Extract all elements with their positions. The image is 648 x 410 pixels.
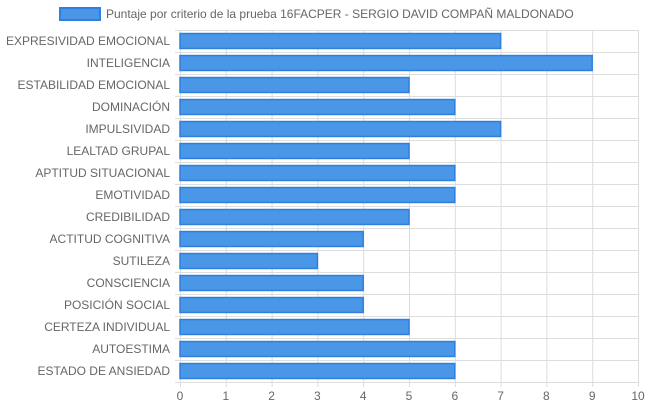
bar[interactable] [179,76,410,94]
bar[interactable] [179,186,456,204]
legend-swatch [59,7,101,21]
y-tick-label: ESTADO DE ANSIEDAD [38,364,171,378]
x-tick-label: 9 [589,389,596,403]
y-tick-label: AUTOESTIMA [92,342,170,356]
y-tick-label: EXPRESIVIDAD EMOCIONAL [6,34,170,48]
x-tick-label: 4 [360,389,367,403]
y-tick-label: POSICIÓN SOCIAL [64,297,170,312]
x-tick-label: 0 [177,389,184,403]
bar[interactable] [179,142,410,160]
x-tick-label: 7 [497,389,504,403]
legend[interactable]: Puntaje por criterio de la prueba 16FACP… [59,7,574,21]
y-tick-label: SUTILEZA [113,254,170,268]
x-tick-label: 10 [631,389,645,403]
y-tick-label: DOMINACIÓN [92,99,170,114]
bar[interactable] [179,208,410,226]
y-tick-label: CERTEZA INDIVIDUAL [44,320,170,334]
y-tick-label: INTELIGENCIA [87,56,170,70]
x-tick-label: 2 [268,389,275,403]
bar[interactable] [179,98,456,116]
bar[interactable] [179,32,502,50]
y-tick-label: APTITUD SITUACIONAL [35,166,170,180]
y-tick-label: ESTABILIDAD EMOCIONAL [18,78,171,92]
x-tick-label: 1 [222,389,229,403]
y-tick-label: CREDIBILIDAD [86,210,170,224]
y-tick-label: EMOTIVIDAD [95,188,170,202]
bar[interactable] [179,164,456,182]
y-axis-labels: EXPRESIVIDAD EMOCIONAL INTELIGENCIA ESTABI… [6,34,170,378]
bar[interactable] [179,274,364,292]
y-tick-label: ACTITUD COGNITIVA [50,232,170,246]
bar[interactable] [179,120,502,138]
x-tick-label: 5 [406,389,413,403]
x-tick-label: 3 [314,389,321,403]
x-axis-labels: 0 1 2 3 4 5 6 7 8 9 10 [177,389,645,403]
bar[interactable] [179,318,410,336]
legend-label: Puntaje por criterio de la prueba 16FACP… [106,7,574,21]
bars [179,32,593,380]
bar[interactable] [179,362,456,380]
y-tick-label: LEALTAD GRUPAL [67,144,171,158]
bar[interactable] [179,340,456,358]
bar[interactable] [179,252,319,270]
y-tick-label: CONSCIENCIA [87,276,170,290]
y-tick-label: IMPULSIVIDAD [85,122,170,136]
bar[interactable] [179,54,593,72]
x-tick-label: 8 [543,389,550,403]
bar[interactable] [179,230,364,248]
x-tick-label: 6 [451,389,458,403]
bar[interactable] [179,296,364,314]
